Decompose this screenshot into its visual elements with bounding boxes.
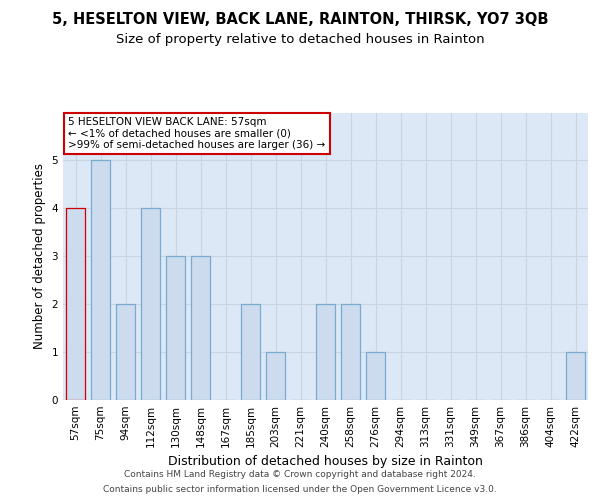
Bar (266, 352, 285, 400)
Bar (66, 208, 85, 400)
Text: Contains HM Land Registry data © Crown copyright and database right 2024.: Contains HM Land Registry data © Crown c… (124, 470, 476, 479)
Y-axis label: Number of detached properties: Number of detached properties (33, 163, 46, 350)
Text: 5, HESELTON VIEW, BACK LANE, RAINTON, THIRSK, YO7 3QB: 5, HESELTON VIEW, BACK LANE, RAINTON, TH… (52, 12, 548, 28)
Text: Size of property relative to detached houses in Rainton: Size of property relative to detached ho… (116, 32, 484, 46)
Bar (141, 208, 160, 400)
Bar (341, 304, 360, 400)
Bar (191, 256, 210, 400)
Bar (316, 304, 335, 400)
Bar (366, 352, 385, 400)
Text: Contains public sector information licensed under the Open Government Licence v3: Contains public sector information licen… (103, 485, 497, 494)
Bar (166, 256, 185, 400)
X-axis label: Distribution of detached houses by size in Rainton: Distribution of detached houses by size … (168, 456, 483, 468)
Text: 5 HESELTON VIEW BACK LANE: 57sqm
← <1% of detached houses are smaller (0)
>99% o: 5 HESELTON VIEW BACK LANE: 57sqm ← <1% o… (68, 117, 325, 150)
Bar (91, 160, 110, 400)
Bar (566, 352, 585, 400)
Bar (241, 304, 260, 400)
Bar (116, 304, 135, 400)
